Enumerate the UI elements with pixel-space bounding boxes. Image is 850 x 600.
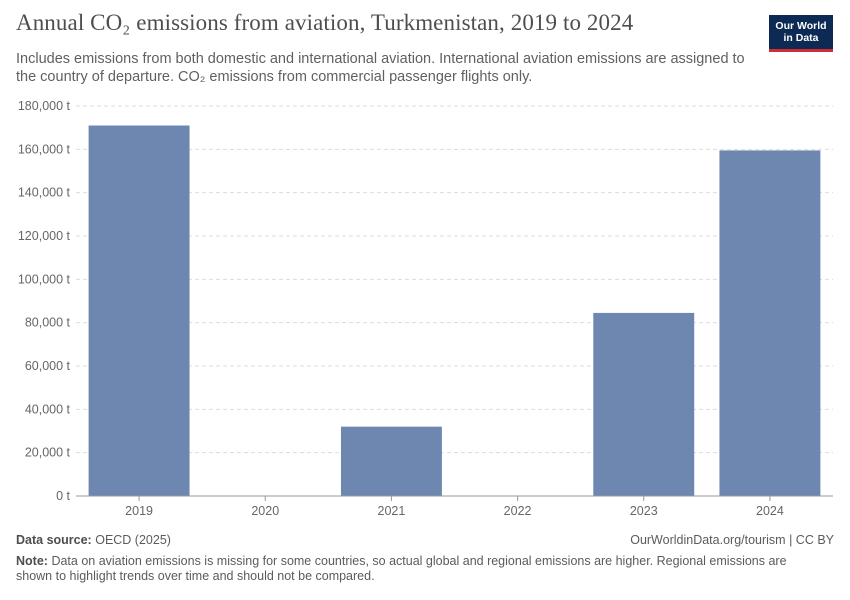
- y-tick-label: 100,000 t: [18, 272, 71, 286]
- data-source-value: OECD (2025): [95, 533, 171, 547]
- y-tick-label: 180,000 t: [18, 99, 71, 113]
- y-tick-label: 80,000 t: [25, 316, 71, 330]
- y-tick-label: 140,000 t: [18, 186, 71, 200]
- bar-2019[interactable]: [88, 125, 190, 497]
- y-tick-label: 0 t: [56, 489, 70, 503]
- chart-subtitle: Includes emissions from both domestic an…: [16, 51, 745, 85]
- y-tick-label: 40,000 t: [25, 402, 71, 416]
- logo-line-2: in Data: [783, 32, 819, 44]
- logo-line-1: Our World: [775, 20, 827, 32]
- y-tick-label: 20,000 t: [25, 446, 71, 460]
- chart-title: Annual CO₂ emissions from aviation, Turk…: [16, 10, 634, 35]
- note-text: Data on aviation emissions is missing fo…: [16, 554, 787, 583]
- owid-logo[interactable]: Our World in Data: [769, 15, 833, 52]
- bar-2021[interactable]: [340, 426, 442, 496]
- x-tick-label: 2021: [378, 504, 406, 518]
- x-tick-label: 2020: [251, 504, 279, 518]
- x-tick-label: 2023: [630, 504, 658, 518]
- x-tick-label: 2019: [125, 504, 153, 518]
- data-source-label: Data source:: [16, 533, 92, 547]
- note-label: Note:: [16, 554, 48, 568]
- source-link[interactable]: OurWorldinData.org/tourism | CC BY: [630, 533, 834, 547]
- bar-2023[interactable]: [593, 312, 695, 496]
- x-tick-label: 2024: [756, 504, 784, 518]
- x-tick-label: 2022: [504, 504, 532, 518]
- y-tick-label: 160,000 t: [18, 142, 71, 156]
- grid-layer: [76, 105, 833, 454]
- bar-2024[interactable]: [719, 150, 821, 496]
- axis-layer: 0 t 20,000 t 40,000 t 60,000 t 80,000 t 100,0…: [18, 99, 833, 518]
- y-tick-label: 60,000 t: [25, 359, 71, 373]
- y-tick-label: 120,000 t: [18, 229, 71, 243]
- chart-note: Note: Data on aviation emissions is miss…: [16, 554, 826, 584]
- data-source: Data source: OECD (2025): [16, 533, 171, 547]
- bar-layer: [88, 125, 821, 497]
